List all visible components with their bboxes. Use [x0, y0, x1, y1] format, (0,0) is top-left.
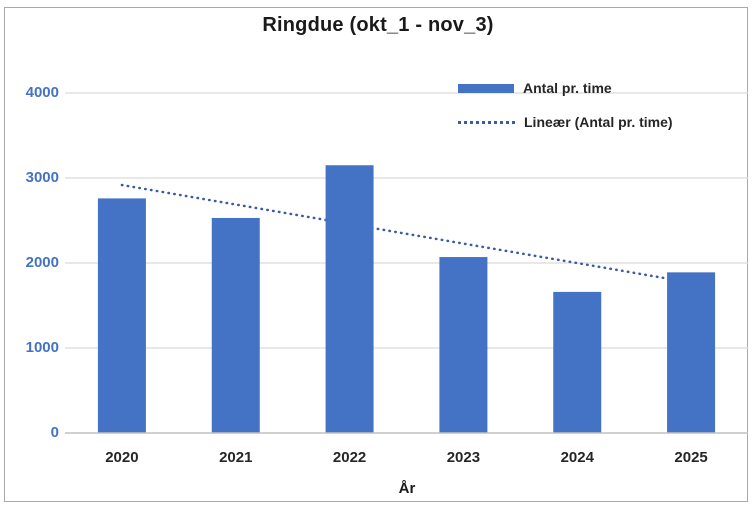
x-tick-label: 2024 — [560, 449, 594, 466]
bar-series-swatch-icon — [458, 83, 514, 93]
x-tick-label: 2025 — [674, 449, 708, 466]
x-tick-label: 2022 — [332, 449, 367, 466]
x-axis-title: År — [398, 480, 416, 497]
legend-item-trendline: Lineær (Antal pr. time) — [458, 112, 738, 132]
dotted-line-swatch-icon — [458, 120, 515, 124]
bar-2024 — [553, 291, 602, 433]
bar-2021 — [211, 217, 260, 433]
x-tick-label: 2023 — [446, 449, 481, 466]
y-tick-label: 2000 — [25, 254, 59, 271]
legend-item-label: Antal pr. time — [523, 80, 612, 96]
y-tick-label: 3000 — [25, 169, 59, 186]
y-tick-label: 4000 — [25, 84, 59, 101]
y-tick-label: 1000 — [25, 339, 59, 356]
trendline — [120, 183, 693, 284]
bar-2025 — [667, 272, 716, 433]
chart-title: Ringdue (okt_1 - nov_3) — [262, 14, 494, 36]
bar-2020 — [97, 198, 146, 433]
bar-2022 — [325, 165, 374, 433]
x-tick-label: 2021 — [219, 449, 253, 466]
legend-item-bars: Antal pr. time — [458, 78, 738, 98]
legend-item-label: Lineær (Antal pr. time) — [524, 114, 673, 130]
x-tick-label: 2020 — [105, 449, 139, 466]
bar-2023 — [439, 257, 488, 433]
y-tick-label: 0 — [50, 424, 59, 441]
legend: Antal pr. time Lineær (Antal pr. time) — [458, 78, 738, 132]
